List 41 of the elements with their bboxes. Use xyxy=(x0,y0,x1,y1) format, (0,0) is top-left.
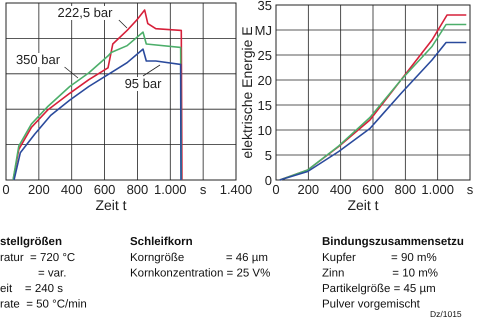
x-tick-label: 1.400 xyxy=(220,182,252,197)
y-tick-label: 25 xyxy=(258,48,272,63)
text: ratur = 720 °C xyxy=(0,252,76,264)
y-tick-label: MJ xyxy=(254,23,272,38)
x-tick-label: 400 xyxy=(330,182,352,197)
x-tick-label: 200 xyxy=(297,182,320,197)
text: rate = 50 °C/min xyxy=(0,298,87,310)
text: Dz/1015 xyxy=(430,309,462,319)
text: Korngröße = 46 µm xyxy=(130,252,268,264)
x-tick-label: 800 xyxy=(126,182,148,197)
x-tick-label: 1.000 xyxy=(154,182,187,197)
text: stellgrößen xyxy=(0,236,62,248)
text: Kupfer = 90 m% xyxy=(322,252,437,264)
y-tick-label: 35 xyxy=(258,0,272,13)
y-axis-title: elektrische Energie E xyxy=(239,26,255,159)
x-tick-label: 1.000 xyxy=(421,182,454,197)
x-tick-label: 600 xyxy=(94,182,116,197)
x-tick-label: 400 xyxy=(60,182,83,197)
y-tick-label: 20 xyxy=(258,73,272,88)
text: Pulver vorgemischt xyxy=(322,298,421,310)
text: Schleifkorn xyxy=(130,236,193,248)
x-tick-label: 600 xyxy=(362,182,384,197)
text: Zinn = 10 m% xyxy=(322,268,438,280)
x-axis-title: Zeit t xyxy=(95,197,127,213)
y-tick-label: 10 xyxy=(258,123,272,138)
series-label: 350 bar xyxy=(16,52,61,67)
text: = var. xyxy=(38,268,66,280)
y-tick-label: 5 xyxy=(264,148,272,163)
x-tick-label: 200 xyxy=(28,182,50,197)
text: Kornkonzentration = 25 V% xyxy=(130,268,270,280)
x-tick-label: 0 xyxy=(2,182,10,197)
series-label: 95 bar xyxy=(124,76,162,91)
text: eit = 240 s xyxy=(0,283,64,295)
x-tick-label: s xyxy=(200,182,207,197)
y-tick-label: 15 xyxy=(258,98,272,113)
text: Bindungszusammensetzu xyxy=(322,236,464,248)
x-axis-title: Zeit t xyxy=(347,197,379,213)
x-tick-label: s xyxy=(466,182,474,197)
series-label: 222,5 bar xyxy=(58,5,114,20)
x-tick-label: 800 xyxy=(394,182,416,197)
text: Partikelgröße = 45 µm xyxy=(322,283,436,295)
